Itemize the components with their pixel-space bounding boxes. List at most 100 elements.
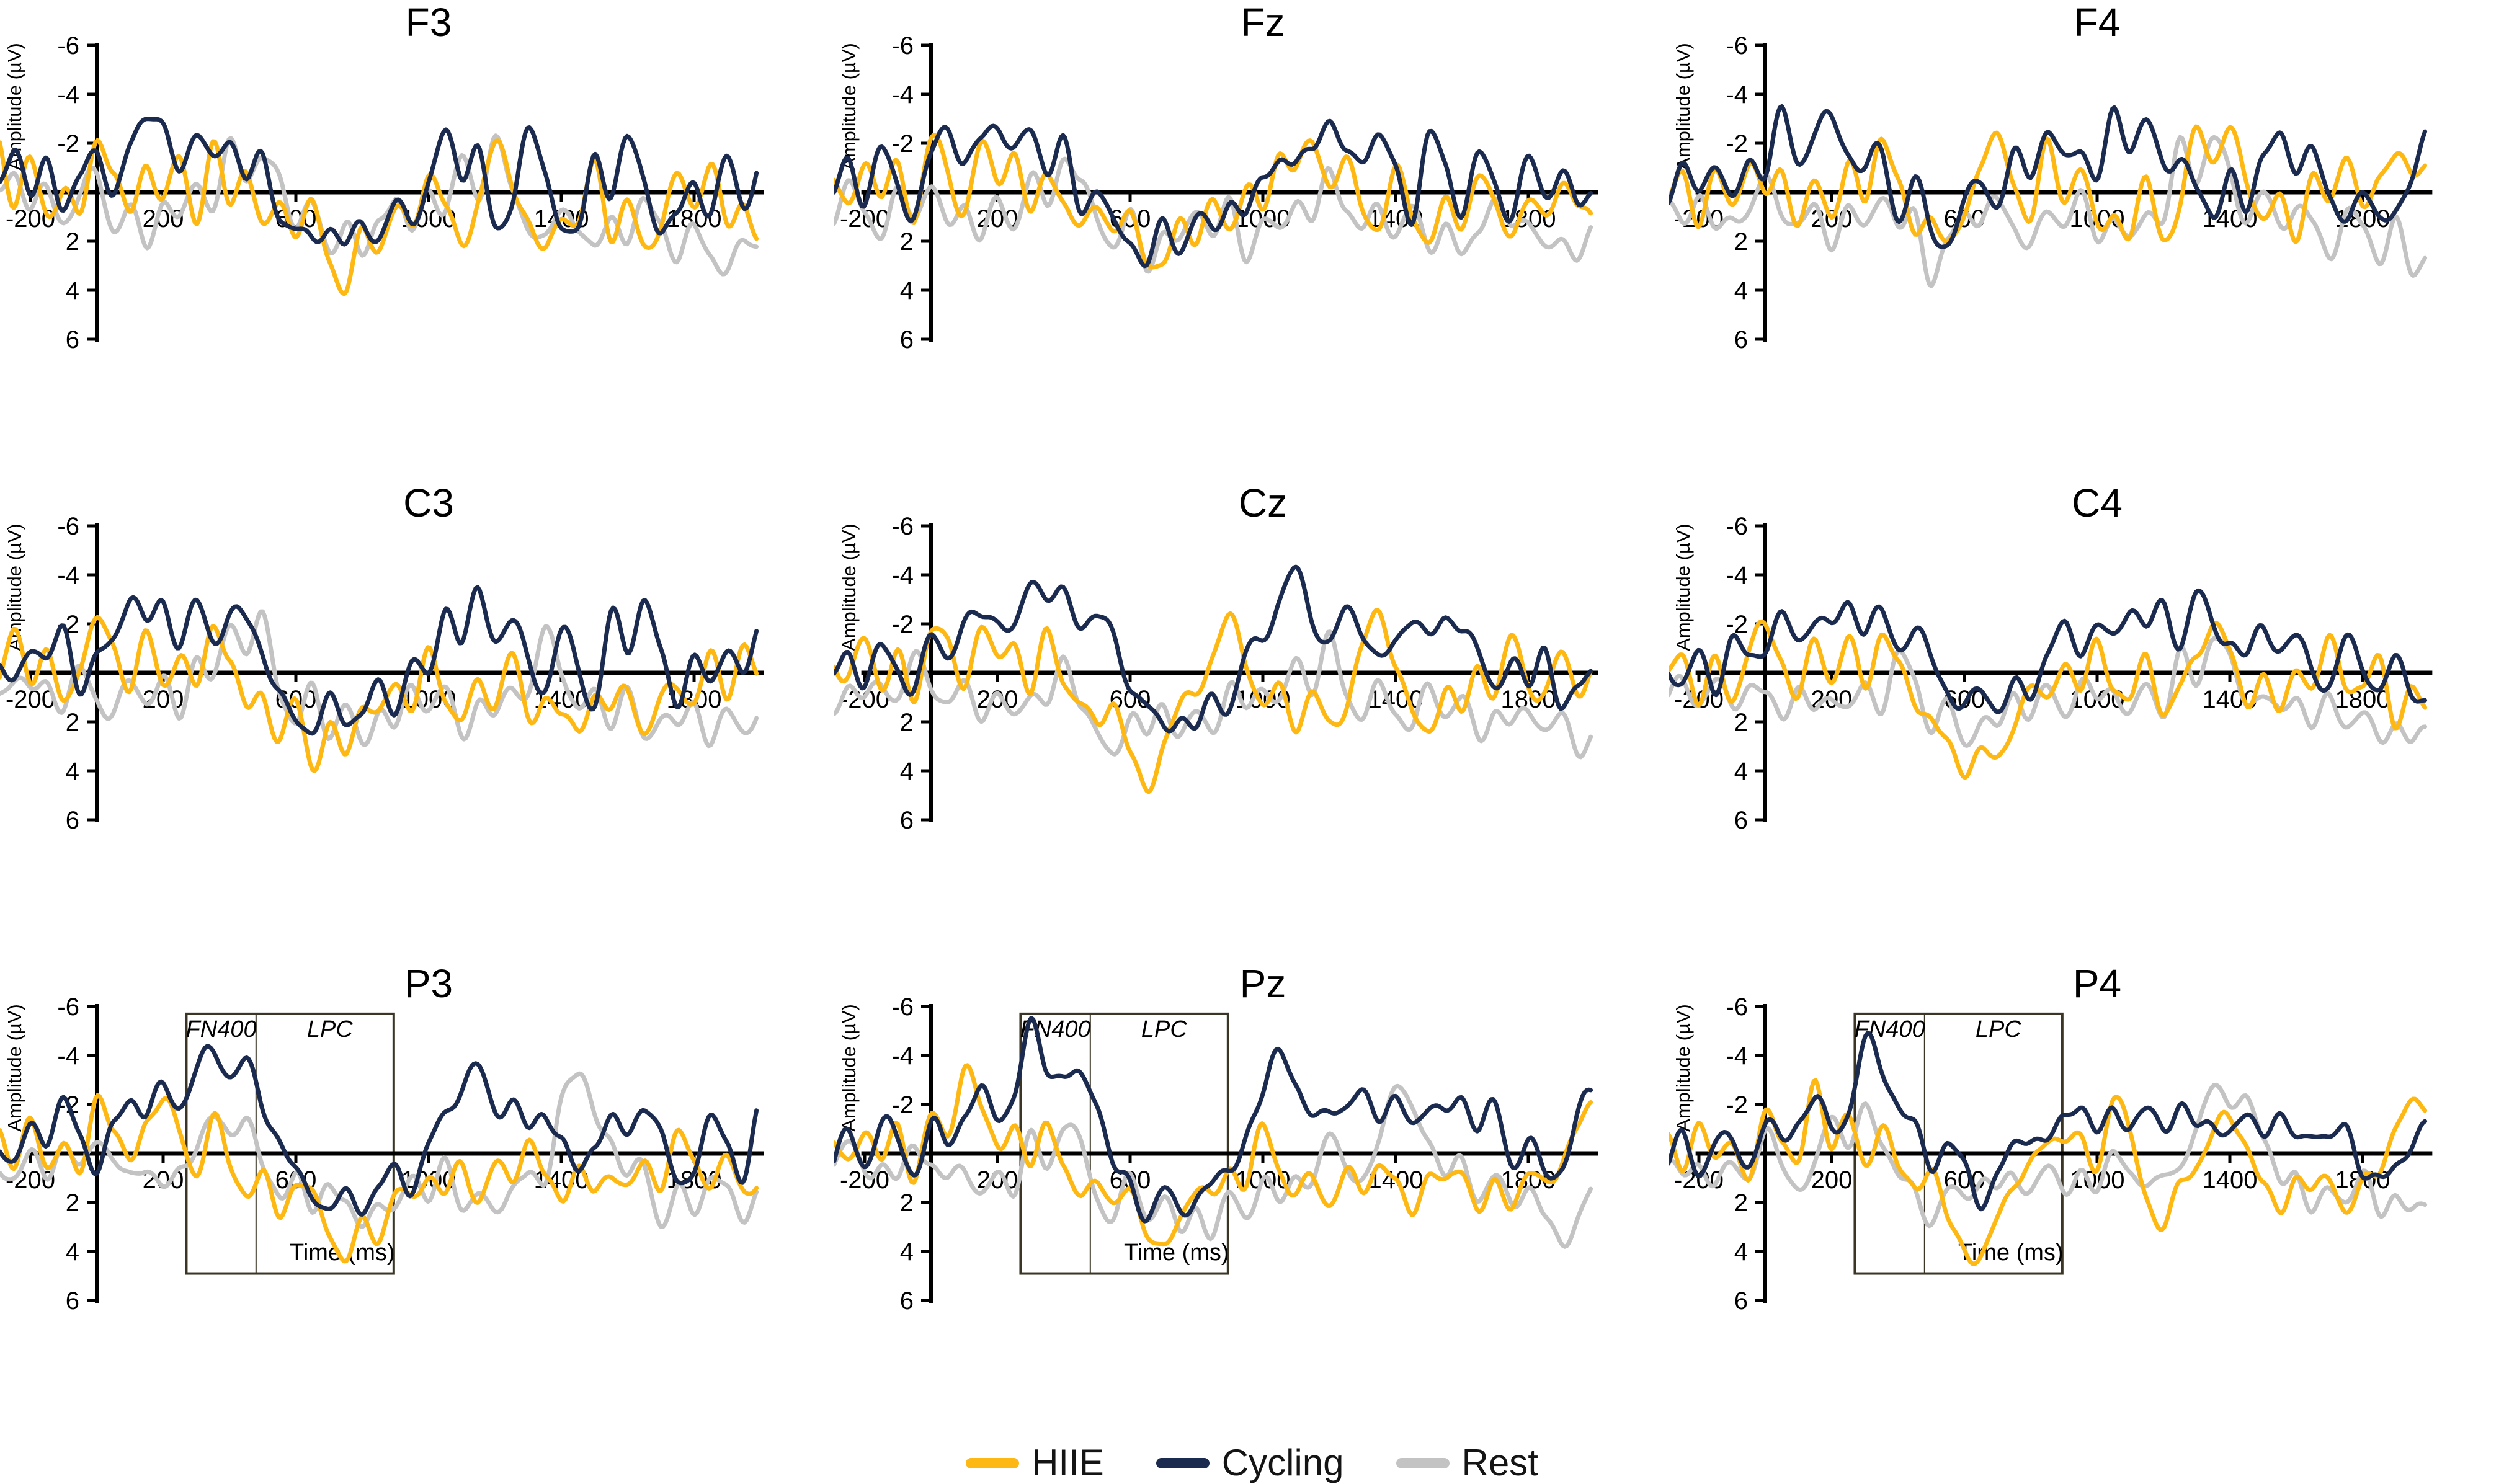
erp-panel-Pz: Pz Amplitude (µV) FN400 LPC Time (ms) -6 -4 -2 2…: [834, 961, 1669, 1442]
y-tick-label: 4: [900, 1238, 914, 1266]
erp-panel-P4: P4 Amplitude (µV) FN400 LPC Time (ms) -6 -4 -2 2…: [1669, 961, 2503, 1442]
panel-title: Pz: [1240, 961, 1286, 1006]
fn400-window-label: FN400: [186, 1016, 257, 1042]
series-line-cycling: [1669, 1031, 2428, 1212]
y-tick-label: 4: [66, 277, 79, 304]
series-line-hiie: [834, 1063, 1593, 1247]
y-tick-label: -2: [891, 130, 914, 158]
series-line-hiie: [1669, 619, 2428, 780]
y-tick-label: -2: [1726, 611, 1748, 638]
series-line-hiie: [0, 1093, 759, 1264]
y-tick-label: -4: [57, 81, 79, 109]
series-line-cycling: [1669, 104, 2428, 249]
series-line-hiie: [1669, 124, 2428, 244]
erp-panel-F3: F3 Amplitude (µV) -6 -4 -2 2 4 6 -200 200 600 1000 1…: [0, 0, 834, 481]
panel-title: P4: [2073, 961, 2121, 1006]
y-axis-label: Amplitude (µV): [1672, 1004, 1694, 1132]
legend-item-hiie: HIIE: [966, 1444, 1104, 1482]
y-tick-label: 2: [1734, 1189, 1748, 1217]
panel-title: C3: [403, 481, 454, 525]
y-tick-label: -6: [891, 993, 914, 1021]
y-tick-label: 4: [900, 277, 914, 304]
series-line-cycling: [834, 1016, 1593, 1224]
erp-panel-Cz: Cz Amplitude (µV) -6 -4 -2 2 4 6 -200 200 600 1000 1…: [834, 481, 1669, 961]
component-window-box: [185, 1012, 395, 1275]
y-tick-label: -4: [891, 1042, 914, 1070]
y-tick-label: 4: [1734, 1238, 1748, 1266]
y-tick-label: 4: [900, 758, 914, 785]
panel-title: F3: [406, 0, 452, 45]
erp-panel-Fz: Fz Amplitude (µV) -6 -4 -2 2 4 6 -200 200 600 1000 1…: [834, 0, 1669, 481]
y-tick-label: 4: [1734, 277, 1748, 304]
y-tick-label: 6: [66, 326, 79, 353]
panel-title: C4: [2072, 481, 2123, 525]
y-tick-label: -6: [57, 993, 79, 1021]
legend-swatch-hiie: [966, 1457, 1020, 1468]
y-tick-label: 2: [1734, 709, 1748, 736]
x-tick-label: 1400: [2203, 1166, 2258, 1194]
y-tick-label: 6: [1734, 1287, 1748, 1315]
y-tick-label: 2: [1734, 228, 1748, 255]
series-line-cycling: [1669, 588, 2428, 714]
legend-swatch-cycling: [1156, 1457, 1210, 1468]
y-tick-label: -4: [891, 562, 914, 589]
y-tick-label: -4: [1726, 562, 1748, 589]
series-line-hiie: [834, 608, 1593, 794]
x-axis-label: Time (ms): [1124, 1240, 1229, 1266]
lpc-window-label: LPC: [1976, 1016, 2021, 1042]
series-line-hiie: [0, 615, 759, 773]
y-tick-label: -4: [57, 562, 79, 589]
y-tick-label: -4: [57, 1042, 79, 1070]
y-tick-label: 4: [1734, 758, 1748, 785]
series-line-cycling: [834, 564, 1593, 734]
y-tick-label: 2: [900, 228, 914, 255]
series-line-rest: [834, 1083, 1593, 1249]
y-tick-label: 6: [900, 1287, 914, 1315]
y-tick-label: 2: [66, 228, 79, 255]
y-tick-label: 6: [1734, 326, 1748, 353]
series-line-hiie: [834, 133, 1593, 270]
legend-item-cycling: Cycling: [1156, 1444, 1344, 1482]
y-axis-label: Amplitude (µV): [4, 1004, 25, 1132]
x-tick-label: -200: [1674, 686, 1724, 713]
y-tick-label: 2: [900, 1189, 914, 1217]
y-tick-label: -4: [1726, 81, 1748, 109]
y-tick-label: -2: [1726, 1091, 1748, 1119]
legend-label: HIIE: [1031, 1442, 1104, 1483]
y-tick-label: 6: [66, 1287, 79, 1315]
y-tick-label: 6: [900, 807, 914, 834]
series-line-cycling: [0, 585, 759, 736]
series-line-cycling: [0, 1044, 759, 1217]
y-tick-label: -2: [891, 1091, 914, 1119]
y-tick-label: -2: [1726, 130, 1748, 158]
erp-panel-P3: P3 Amplitude (µV) FN400 LPC Time (ms) -6 -4 -2 2…: [0, 961, 834, 1442]
y-tick-label: -4: [891, 81, 914, 109]
y-tick-label: -6: [891, 513, 914, 540]
y-axis-label: Amplitude (µV): [838, 1004, 860, 1132]
lpc-window-label: LPC: [307, 1016, 353, 1042]
series-line-rest: [0, 133, 759, 277]
x-tick-label: 200: [143, 686, 184, 713]
y-tick-label: -4: [1726, 1042, 1748, 1070]
y-tick-label: -2: [891, 611, 914, 638]
y-tick-label: -6: [1726, 32, 1748, 60]
series-line-hiie: [1669, 1078, 2428, 1266]
panel-title: Fz: [1241, 0, 1285, 45]
y-tick-label: -6: [57, 513, 79, 540]
y-tick-label: -2: [57, 130, 79, 158]
y-axis-label: Amplitude (µV): [1672, 523, 1694, 651]
erp-panel-C3: C3 Amplitude (µV) -6 -4 -2 2 4 6 -200 200 600 1000 1…: [0, 481, 834, 961]
y-tick-label: 4: [66, 758, 79, 785]
series-line-hiie: [0, 138, 759, 296]
y-axis-label: Amplitude (µV): [838, 523, 860, 651]
x-tick-label: 200: [977, 686, 1018, 713]
y-tick-label: 2: [66, 1189, 79, 1217]
